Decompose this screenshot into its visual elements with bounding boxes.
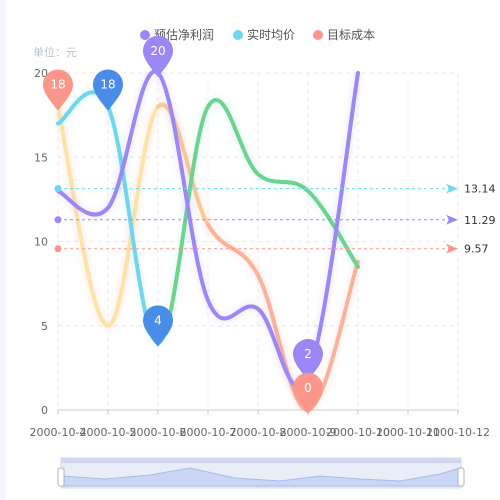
markpoint-0-0-label: 20 [150,44,165,58]
legend-label-0: 预估净利润 [154,28,214,42]
y-tick-label-4: 20 [34,67,48,80]
average-line-0-label: 11.29 [464,214,496,227]
markpoint-0-0[interactable]: 20 [143,35,173,77]
average-line-0-arrow [446,214,458,225]
y-tick-label-1: 5 [41,320,48,333]
markpoint-1-1-pin [143,305,173,347]
markpoint-2-1[interactable]: 0 [293,372,323,414]
markpoint-0-1-label: 2 [304,347,312,361]
x-tick-label-6: 2000-10-10 [326,426,390,439]
markpoint-0-0-pin [143,35,173,77]
legend: 预估净利润 实时均价 目标成本 [140,27,375,42]
series-1 [55,87,362,348]
x-tick-label-4: 2000-10-8 [230,426,287,439]
series-0-line [56,69,360,389]
average-line-1-label: 13.14 [464,183,496,196]
markpoint-2-0[interactable]: 18 [43,69,73,111]
left-strip [0,0,6,500]
markpoint-1-0[interactable]: 18 [93,69,123,111]
markpoint-1-0-pin [93,69,123,111]
legend-marker-0 [140,30,150,40]
series-2-line-segment-0 [56,104,160,328]
legend-label-1: 实时均价 [247,27,295,42]
legend-label-2: 目标成本 [327,28,375,42]
y-axis-unit-label: 单位：元 [33,45,77,59]
average-line-2: 9.57 [54,243,489,256]
x-tick-label-2: 2000-10-6 [130,426,187,439]
markpoint-1-0-label: 18 [100,77,115,91]
average-lines-layer: 11.29 13.14 9.57 [54,183,496,256]
x-tick-label-5: 2000-10-9 [280,426,337,439]
series-2-line-segment-1 [156,102,210,227]
x-tick-label-3: 2000-10-7 [180,426,237,439]
markpoint-2-0-label: 18 [50,77,65,91]
markpoint-1-1-label: 4 [154,313,162,327]
markpoint-2-0-pin [43,69,73,111]
series-1-line-segment-0 [56,90,160,345]
legend-marker-1 [233,30,243,40]
y-tick-label-2: 10 [34,236,48,249]
x-tick-label-0: 2000-10-4 [30,426,87,439]
y-tick-label-3: 15 [34,151,48,164]
markpoint-2-1-pin [293,372,323,414]
average-line-0: 11.29 [54,214,496,227]
markpoint-0-1[interactable]: 2 [293,339,323,381]
series-1-line-segment-1 [156,98,360,345]
average-line-1: 13.14 [54,183,496,196]
markpoint-1-1[interactable]: 4 [143,305,173,347]
slider-preview-area [61,467,461,487]
y-tick-label-0: 0 [41,404,48,417]
slider-window-top [61,458,461,463]
series-0 [55,67,363,392]
markpoints-layer: 20 2 18 4 18 0 [43,35,323,414]
markpoint-2-1-label: 0 [304,381,312,395]
data-zoom-slider[interactable] [57,457,465,489]
average-line-1-arrow [446,183,458,194]
legend-item-2[interactable]: 目标成本 [313,28,375,42]
legend-item-0[interactable]: 预估净利润 [140,28,214,42]
axes-layer: 051015202000-10-42000-10-52000-10-62000-… [30,67,490,439]
average-line-2-label: 9.57 [464,243,489,256]
x-tick-label-7: 2000-10-11 [376,426,440,439]
legend-item-1[interactable]: 实时均价 [233,27,295,42]
slider-handle-left[interactable] [57,467,65,487]
legend-marker-2 [313,30,323,40]
slider-handle-right[interactable] [457,467,465,487]
markpoint-0-1-pin [293,339,323,381]
average-line-2-arrow [446,243,458,254]
x-tick-label-1: 2000-10-5 [80,426,137,439]
x-tick-label-8: 2000-10-12 [426,426,490,439]
